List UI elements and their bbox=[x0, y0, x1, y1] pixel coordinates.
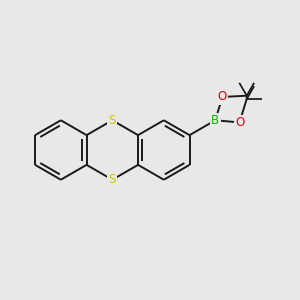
Text: B: B bbox=[211, 114, 219, 127]
Text: S: S bbox=[109, 114, 116, 127]
Text: S: S bbox=[109, 173, 116, 186]
Text: O: O bbox=[235, 116, 244, 129]
Text: O: O bbox=[218, 91, 227, 103]
